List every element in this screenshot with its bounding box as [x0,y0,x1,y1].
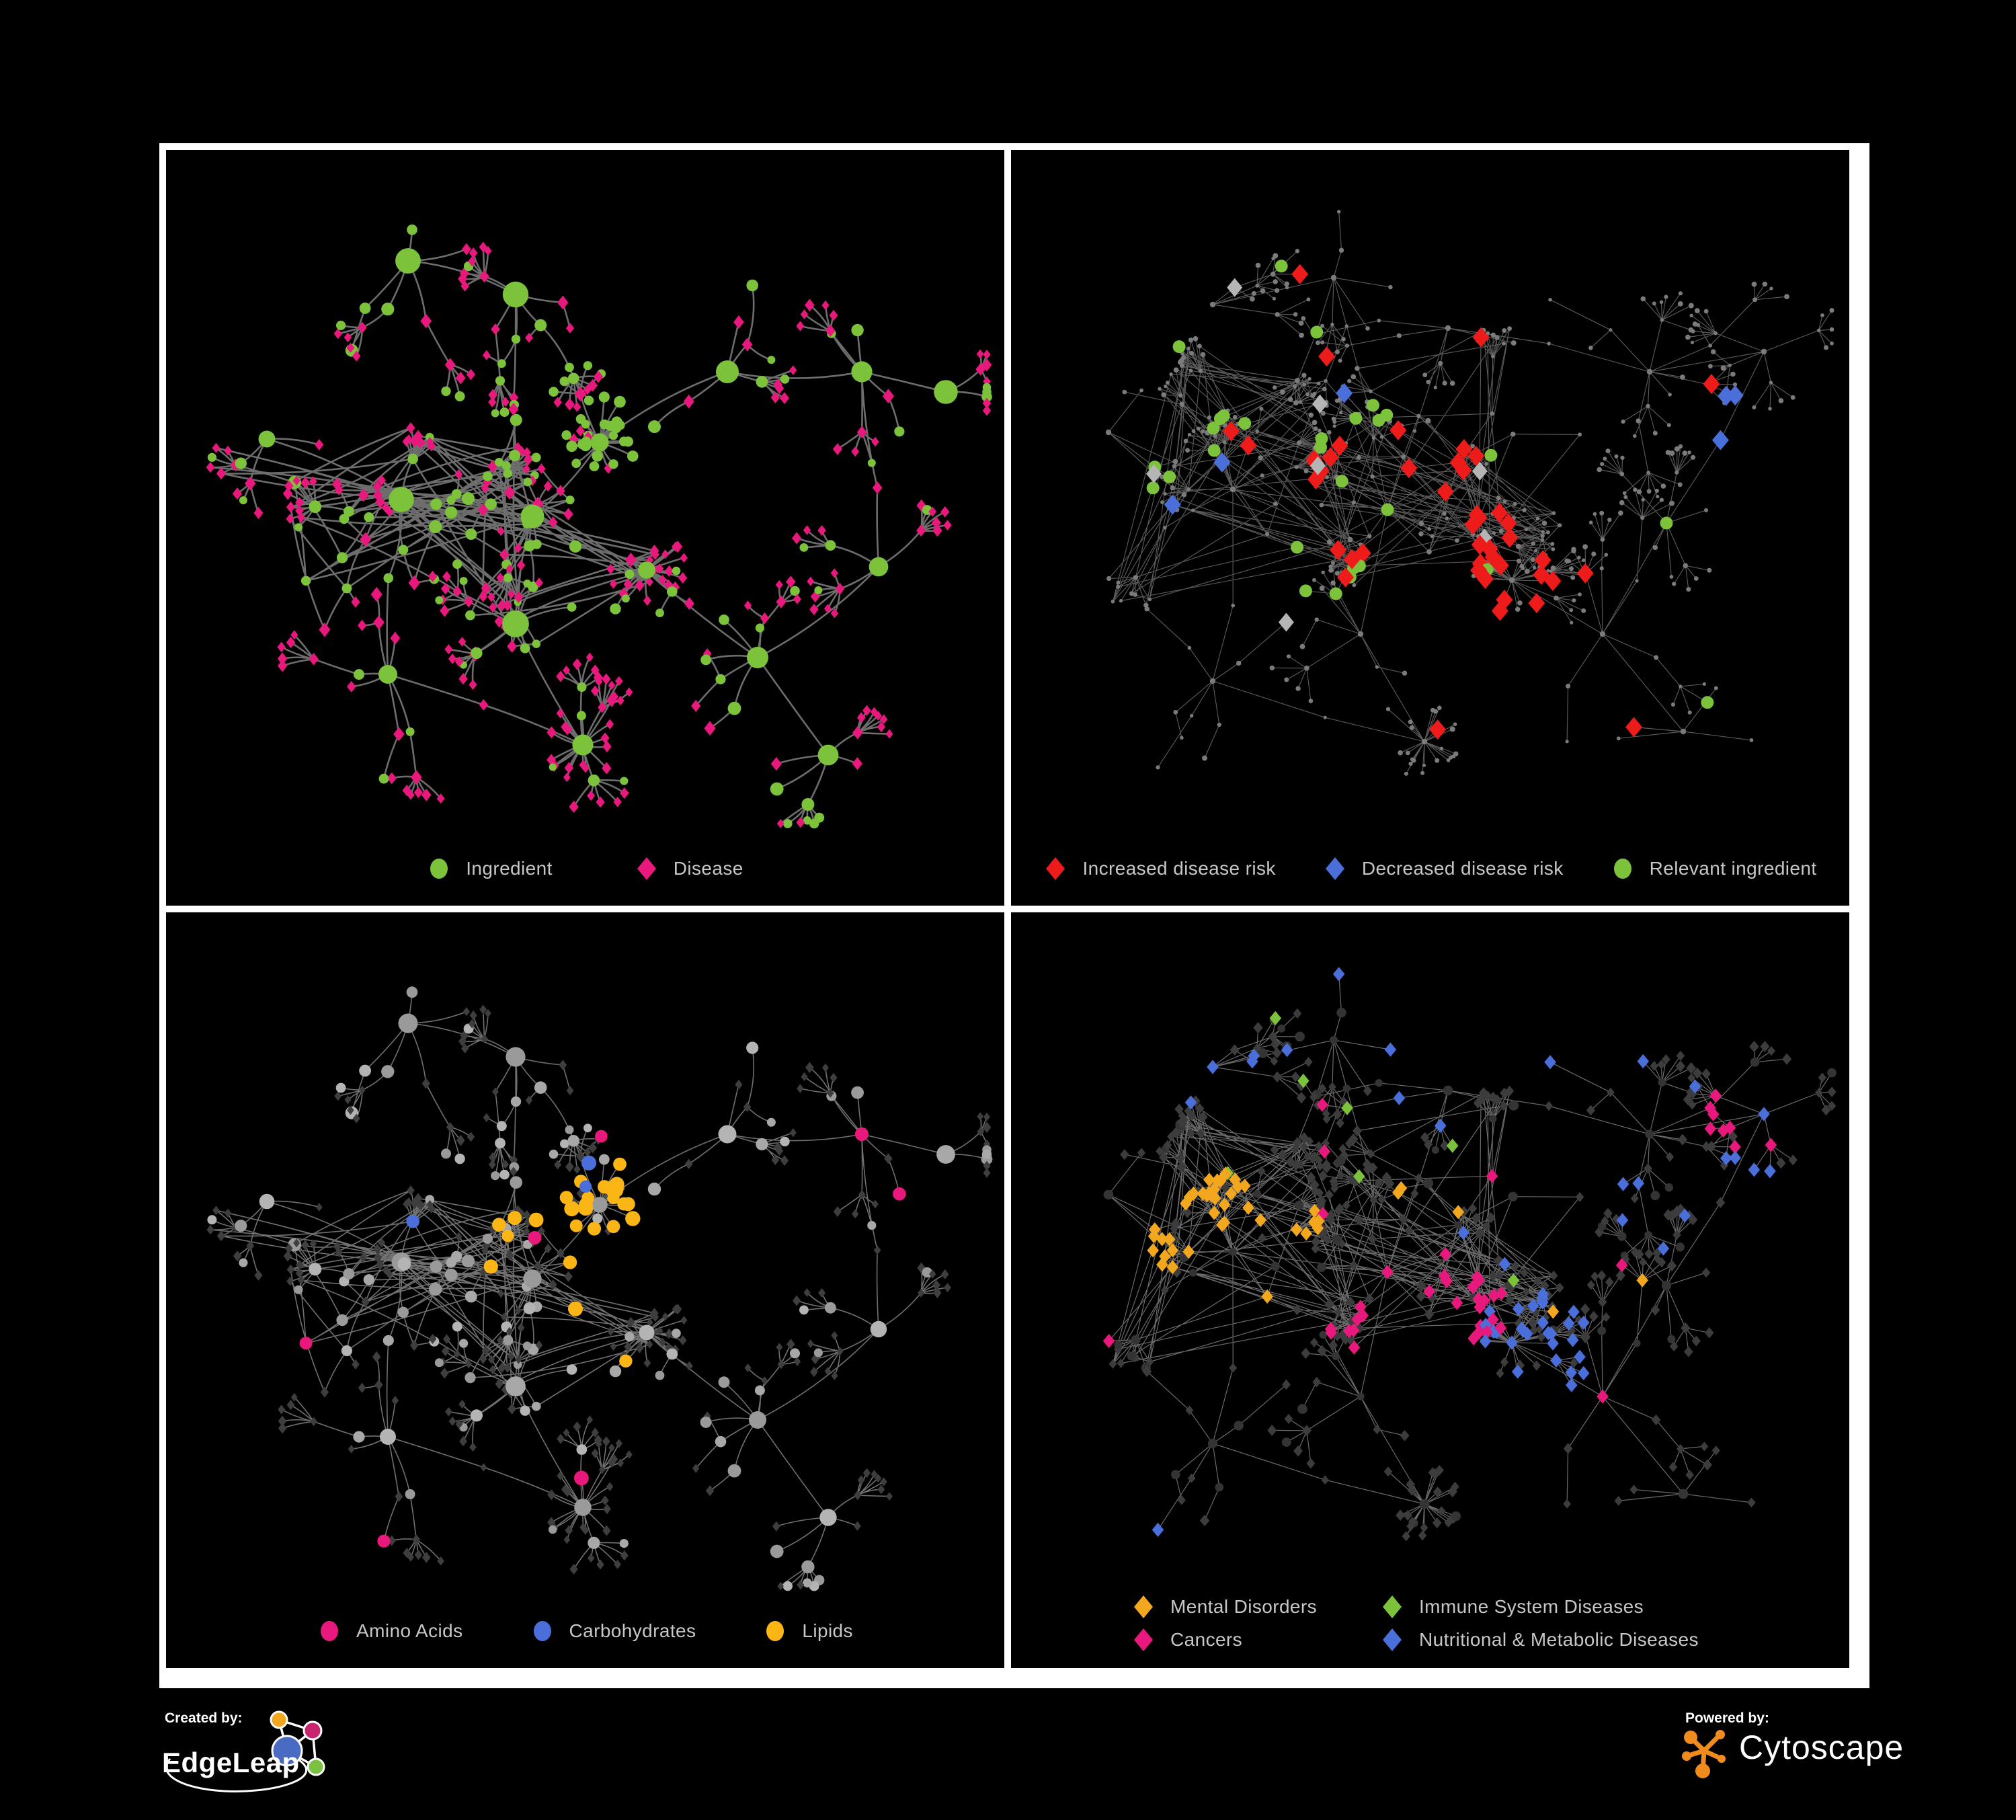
legend-marker-diamond-icon [1046,857,1065,880]
created-by-block: Created by: EdgeLeap [159,1702,388,1807]
legend-marker-diamond-icon [1325,857,1344,880]
legend-compound-classes: Amino Acids Carbohydrates Lipids [166,1618,1004,1645]
edgeleap-logo: Created by: EdgeLeap [162,1710,325,1792]
legend-marker-circle-icon [533,1621,551,1641]
legend-label: Carbohydrates [569,1620,696,1641]
panel-ingredient-disease: Ingredient Disease [166,150,1004,906]
legend-label: Relevant ingredient [1649,858,1817,879]
legend-item: Decreased disease risk [1323,855,1564,882]
legend-label: Mental Disorders [1170,1596,1318,1617]
network-disease-risk [1105,210,1834,776]
legend-marker-diamond-icon [1383,1595,1402,1618]
legend-label: Increased disease risk [1082,858,1276,879]
legend-item: Cancers [1131,1626,1380,1653]
network-nodes [206,986,993,1591]
legend-label: Disease [673,858,743,879]
legend-marker-circle-icon [321,1621,339,1641]
edgeleap-network-nodes [270,1710,325,1776]
legend-disease-classes: Mental Disorders Immune System Diseases Ca… [1131,1593,1699,1653]
network-nodes [1105,210,1834,776]
cytoscape-icon [1682,1730,1726,1778]
network-edges [210,992,988,1587]
panel-compound-classes: Amino Acids Carbohydrates Lipids [166,912,1004,1668]
network-compound-classes [206,986,993,1591]
panel-disease-classes: Mental Disorders Immune System Diseases Ca… [1011,912,1849,1668]
powered-by-label: Powered by: [1685,1710,1769,1726]
network-edges [1108,974,1832,1537]
legend-label: Nutritional & Metabolic Diseases [1419,1629,1699,1650]
network-edges [1108,211,1832,775]
legend-disease-risk: Increased disease risk Decreased disease … [1011,855,1849,882]
edgeleap-node-orange [270,1710,288,1729]
edgeleap-wordmark: EdgeLeap [162,1747,300,1778]
legend-item: Ingredient [427,855,553,882]
legend-item: Nutritional & Metabolic Diseases [1380,1626,1699,1653]
cytoscape-wordmark: Cytoscape [1739,1729,1904,1766]
legend-label: Ingredient [466,858,553,879]
legend-label: Decreased disease risk [1361,858,1564,879]
legend-label: Cancers [1170,1629,1243,1650]
legend-marker-circle-icon [1613,859,1631,879]
network-nodes [206,224,992,829]
legend-item: Mental Disorders [1131,1593,1380,1620]
legend-marker-diamond-icon [1134,1595,1153,1618]
edgeleap-node-blue [271,1735,303,1767]
legend-ingredient-disease: Ingredient Disease [166,855,1004,882]
network-disease-classes [1102,967,1837,1542]
legend-marker-diamond-icon [1383,1628,1402,1651]
legend-marker-diamond-icon [1134,1628,1153,1651]
network-ingredient-disease [206,224,992,829]
legend-item: Increased disease risk [1043,855,1275,882]
edgeleap-node-magenta [303,1720,323,1741]
edgeleap-node-green [307,1757,325,1776]
legend-marker-diamond-icon [637,857,656,880]
legend-item: Disease [635,855,743,882]
created-by-label: Created by: [165,1710,243,1726]
edgeleap-swoosh [165,1757,308,1792]
legend-item: Lipids [763,1618,853,1645]
network-edges [210,229,988,825]
legend-marker-circle-icon [430,859,448,879]
legend-marker-circle-icon [766,1621,784,1641]
legend-item: Carbohydrates [530,1618,696,1645]
legend-label: Amino Acids [356,1620,463,1641]
legend-label: Immune System Diseases [1419,1596,1644,1617]
cytoscape-logo: Powered by: Cytoscape [1682,1710,1904,1778]
network-nodes [1102,967,1837,1542]
legend-item: Relevant ingredient [1611,855,1817,882]
legend-label: Lipids [802,1620,853,1641]
panel-grid: Ingredient Disease Increased disease risk… [159,143,1869,1688]
legend-item: Immune System Diseases [1380,1593,1699,1620]
powered-by-block: Powered by: Cytoscape [1677,1705,1960,1789]
panel-disease-risk: Increased disease risk Decreased disease … [1011,150,1849,906]
legend-item: Amino Acids [317,1618,462,1645]
